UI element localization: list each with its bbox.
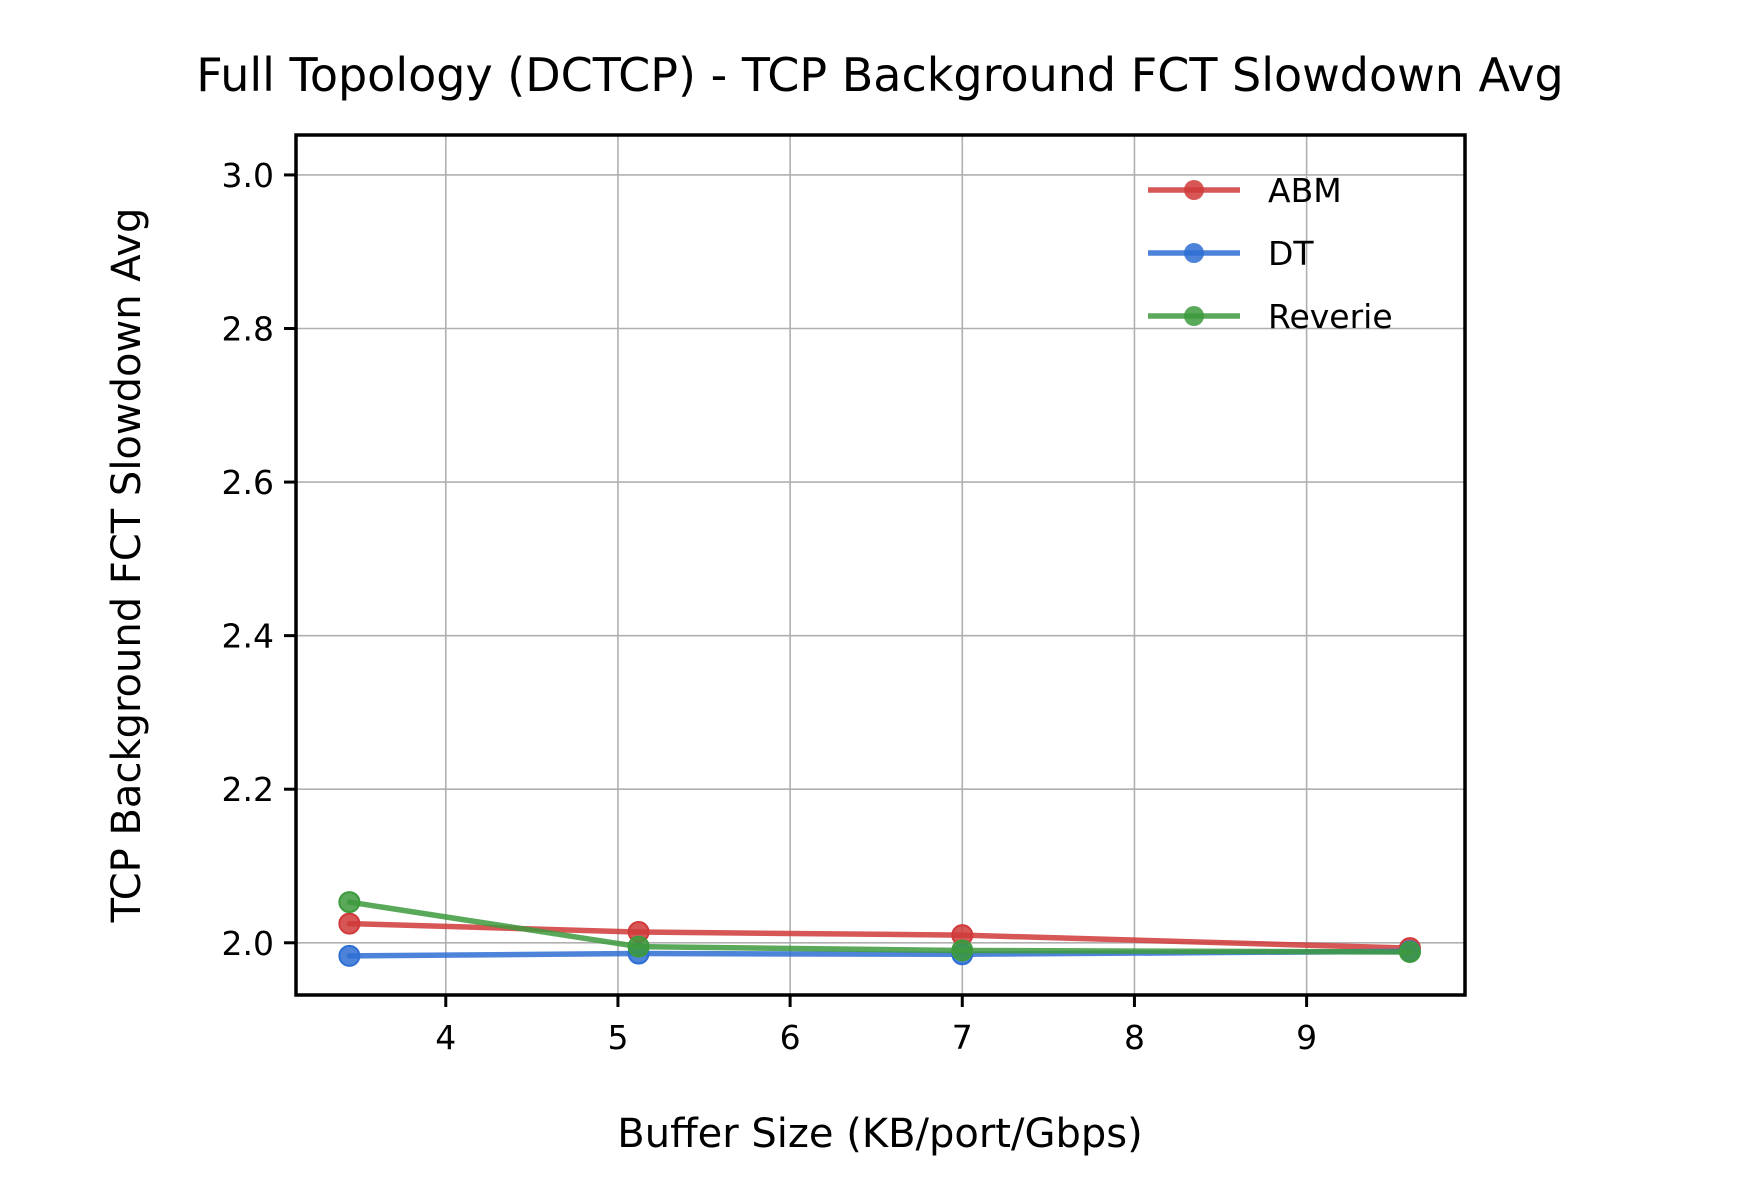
data-point-reverie xyxy=(951,939,974,962)
data-point-dt xyxy=(338,944,361,967)
y-tick-label: 2.2 xyxy=(222,770,274,809)
legend-label-reverie: Reverie xyxy=(1268,297,1393,336)
y-axis-label: TCP Background FCT Slowdown Avg xyxy=(104,208,150,924)
gridlines xyxy=(296,135,1465,995)
x-tick-label: 6 xyxy=(780,1018,801,1057)
legend: ABM DT Reverie xyxy=(1148,171,1393,336)
data-point-reverie xyxy=(627,935,650,958)
chart-title: Full Topology (DCTCP) - TCP Background F… xyxy=(196,48,1563,102)
x-tick-label: 5 xyxy=(607,1018,628,1057)
y-tick-label: 2.0 xyxy=(222,924,274,963)
y-tick-label: 2.4 xyxy=(222,617,274,656)
series-line-reverie xyxy=(346,899,1413,955)
series-line-abm xyxy=(346,920,1413,951)
x-tick-label: 8 xyxy=(1124,1018,1145,1057)
legend-label-abm: ABM xyxy=(1268,171,1342,210)
y-axis: 2.0 2.2 2.4 2.6 2.8 3.0 xyxy=(222,156,296,963)
series-group xyxy=(338,891,1421,967)
legend-marker-dt xyxy=(1184,243,1204,263)
data-point-abm xyxy=(338,912,361,935)
x-axis-label: Buffer Size (KB/port/Gbps) xyxy=(617,1111,1142,1157)
x-axis: 4 5 6 7 8 9 xyxy=(435,995,1317,1057)
y-tick-label: 3.0 xyxy=(222,156,274,195)
data-point-reverie xyxy=(338,891,361,914)
y-tick-label: 2.6 xyxy=(222,463,274,502)
x-tick-label: 7 xyxy=(952,1018,973,1057)
y-tick-label: 2.8 xyxy=(222,310,274,349)
x-tick-label: 9 xyxy=(1296,1018,1317,1057)
legend-marker-abm xyxy=(1184,180,1204,200)
data-point-reverie xyxy=(1398,941,1421,963)
x-tick-label: 4 xyxy=(435,1018,456,1057)
legend-label-dt: DT xyxy=(1268,234,1314,273)
legend-marker-reverie xyxy=(1184,306,1204,326)
plot-frame xyxy=(294,133,1467,997)
